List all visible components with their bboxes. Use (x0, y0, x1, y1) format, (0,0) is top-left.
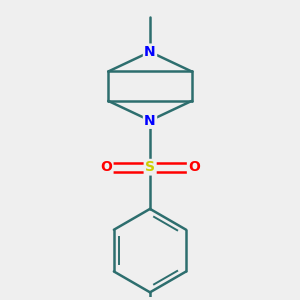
Text: N: N (144, 45, 156, 59)
Text: O: O (188, 160, 200, 174)
Text: O: O (100, 160, 112, 174)
Text: N: N (144, 114, 156, 128)
Text: S: S (145, 160, 155, 174)
